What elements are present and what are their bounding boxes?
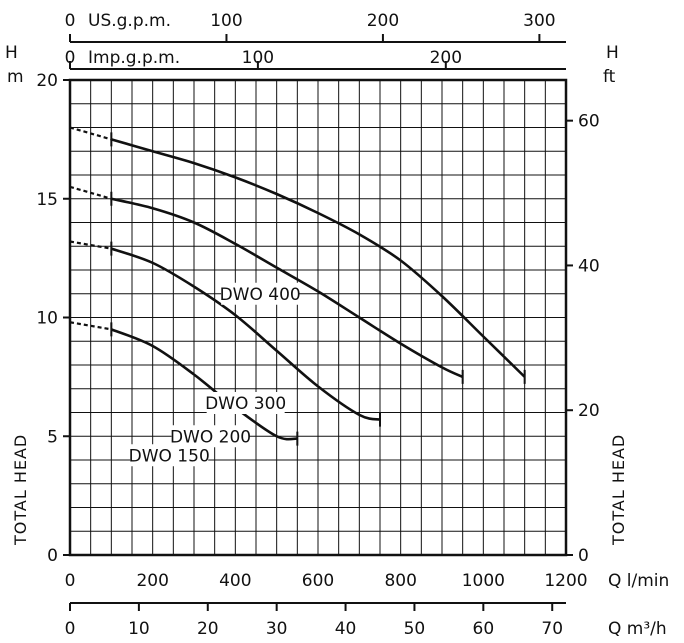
us-gpm-tick-label: 100 bbox=[210, 11, 242, 31]
left-axis-title: TOTAL HEAD bbox=[11, 434, 30, 546]
curve-dashed-dwo-400 bbox=[69, 126, 112, 141]
curve-dwo-200 bbox=[110, 247, 381, 421]
m3h-tick-label: 40 bbox=[335, 619, 357, 639]
m3h-unit-label: Q m³/h bbox=[608, 619, 667, 639]
curve-dwo-300 bbox=[111, 197, 464, 379]
imp-gpm-tick-label: 200 bbox=[430, 48, 462, 68]
ft-tick-label: 20 bbox=[578, 401, 600, 421]
x-tick-label: 0 bbox=[65, 571, 76, 591]
m3h-tick-label: 60 bbox=[473, 619, 495, 639]
m3h-tick-label: 50 bbox=[404, 619, 426, 639]
y-tick-label: 10 bbox=[36, 309, 58, 329]
m3h-tick-label: 30 bbox=[266, 619, 288, 639]
us-gpm-unit-label: US.g.p.m. bbox=[88, 11, 171, 31]
imp-gpm-unit-label: Imp.g.p.m. bbox=[88, 48, 180, 68]
curve-label-bg-dwo-400 bbox=[221, 282, 300, 305]
curve-label-dwo-400: DWO 400 bbox=[220, 285, 301, 305]
curve-label-dwo-150: DWO 150 bbox=[129, 446, 210, 466]
ft-right-label: ft bbox=[603, 67, 616, 87]
plot-grid bbox=[70, 80, 566, 555]
curve-label-dwo-300: DWO 300 bbox=[205, 394, 286, 414]
x-tick-label: 600 bbox=[302, 571, 334, 591]
m-left-label: m bbox=[7, 67, 24, 87]
x-tick-label: 400 bbox=[219, 571, 251, 591]
curve-dwo-400 bbox=[110, 138, 526, 378]
y-tick-label: 20 bbox=[36, 71, 58, 91]
ft-tick-label: 40 bbox=[578, 256, 600, 276]
us-gpm-tick-label: 300 bbox=[523, 11, 555, 31]
curve-label-bg-dwo-150 bbox=[130, 444, 209, 467]
curve-label-bg-dwo-200 bbox=[171, 425, 250, 448]
y-tick-label: 15 bbox=[36, 190, 58, 210]
curve-dwo-150 bbox=[110, 328, 298, 441]
imp-gpm-tick-label: 0 bbox=[65, 48, 76, 68]
imp-gpm-tick-label: 100 bbox=[242, 48, 274, 68]
us-gpm-tick-label: 200 bbox=[367, 11, 399, 31]
x-tick-label: 200 bbox=[136, 571, 168, 591]
us-gpm-tick-label: 0 bbox=[65, 11, 76, 31]
x-unit-label: Q l/min bbox=[608, 571, 669, 591]
m3h-tick-label: 0 bbox=[65, 619, 76, 639]
right-axis-title: TOTAL HEAD bbox=[609, 434, 628, 546]
y-tick-label: 5 bbox=[47, 427, 58, 447]
x-tick-label: 800 bbox=[384, 571, 416, 591]
curve-label-bg-dwo-300 bbox=[206, 392, 285, 414]
h-right-label: H bbox=[606, 43, 619, 63]
y-tick-label: 0 bbox=[47, 546, 58, 566]
h-left-label: H bbox=[5, 43, 18, 63]
ft-tick-label: 0 bbox=[578, 546, 589, 566]
x-tick-label: 1200 bbox=[544, 571, 587, 591]
m3h-tick-label: 70 bbox=[541, 619, 563, 639]
curve-dashed-dwo-300 bbox=[69, 185, 112, 200]
m3h-tick-label: 20 bbox=[197, 619, 219, 639]
m3h-tick-label: 10 bbox=[128, 619, 150, 639]
curves bbox=[69, 126, 526, 446]
curve-label-dwo-200: DWO 200 bbox=[170, 427, 251, 447]
x-tick-label: 1000 bbox=[462, 571, 505, 591]
ft-tick-label: 60 bbox=[578, 112, 600, 132]
